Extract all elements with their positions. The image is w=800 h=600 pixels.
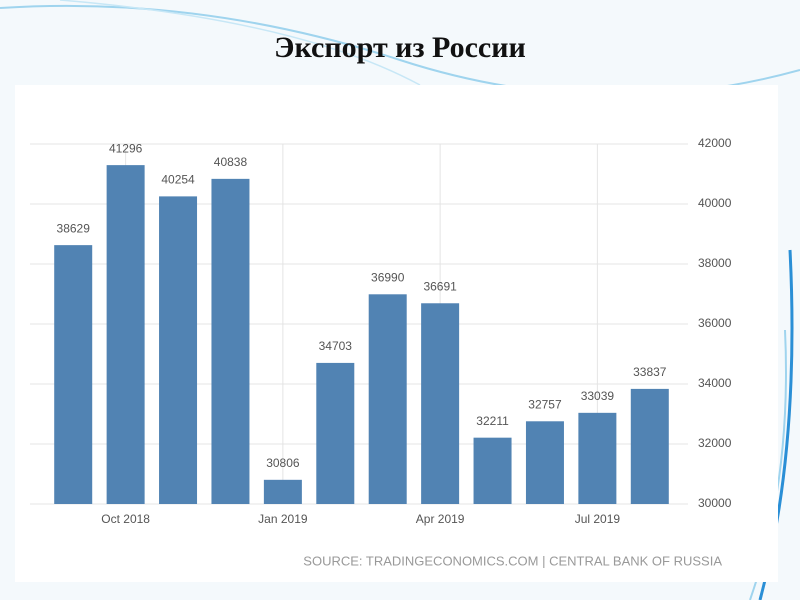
bar xyxy=(368,294,407,504)
bar xyxy=(106,165,145,504)
x-tick-label: Jan 2019 xyxy=(258,512,308,526)
value-label: 40254 xyxy=(161,173,195,187)
y-tick-label: 40000 xyxy=(698,196,732,210)
bar xyxy=(578,412,617,504)
value-label: 34703 xyxy=(319,339,353,353)
value-label: 33039 xyxy=(581,389,615,403)
value-label: 30806 xyxy=(266,456,300,470)
bar xyxy=(211,178,250,505)
value-label: 32211 xyxy=(476,414,509,428)
bar xyxy=(630,388,669,504)
x-tick-label: Jul 2019 xyxy=(575,512,621,526)
y-tick-label: 42000 xyxy=(698,136,732,150)
bar xyxy=(263,479,302,504)
y-tick-label: 32000 xyxy=(698,436,732,450)
value-label: 36691 xyxy=(423,279,457,293)
y-tick-label: 36000 xyxy=(698,316,732,330)
value-label: 32757 xyxy=(528,397,562,411)
source: SOURCE: TRADINGECONOMICS.COM | CENTRAL B… xyxy=(303,553,722,568)
bar xyxy=(421,303,460,504)
y-tick-label: 30000 xyxy=(698,496,732,510)
value-label: 38629 xyxy=(57,221,91,235)
decor-curve xyxy=(59,0,421,86)
x-tick-label: Oct 2018 xyxy=(101,512,150,526)
value-label: 40838 xyxy=(214,155,248,169)
chart-title: Экспорт из России xyxy=(274,31,526,64)
bar xyxy=(525,421,564,504)
value-label: 36990 xyxy=(371,270,405,284)
bar xyxy=(473,437,512,504)
y-tick-label: 38000 xyxy=(698,256,732,270)
x-tick-label: Apr 2019 xyxy=(416,512,465,526)
bar xyxy=(54,245,93,504)
value-label: 41296 xyxy=(109,141,143,155)
bar xyxy=(159,196,198,504)
value-label: 33837 xyxy=(633,365,667,379)
bar xyxy=(316,362,355,504)
y-tick-label: 34000 xyxy=(698,376,732,390)
